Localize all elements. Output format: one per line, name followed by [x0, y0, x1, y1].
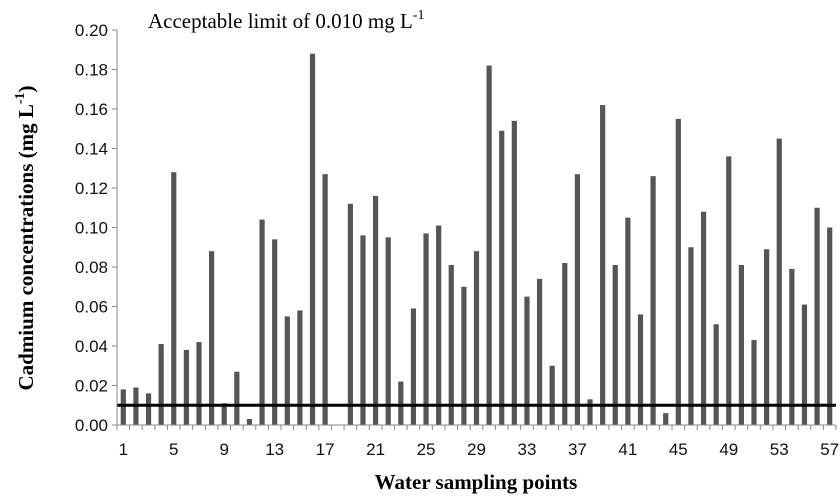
y-tick-label: 0.08 [75, 258, 108, 277]
bar-point-30 [486, 65, 492, 426]
x-tick-label: 49 [719, 440, 738, 459]
bar-point-26 [436, 225, 442, 425]
y-axis-ticks: 0.00 0.02 0.04 0.06 0.08 0.10 0.12 0.14 0.16 0.18… [75, 21, 117, 435]
y-axis-title: Cadmium concentrations (mg L-1) [13, 85, 38, 390]
bar-point-31 [499, 130, 505, 426]
x-tick-label: 17 [316, 440, 335, 459]
x-tick-label: 29 [467, 440, 486, 459]
acceptable-limit-annotation: Acceptable limit of 0.010 mg L-1 [148, 8, 424, 33]
bar-point-23 [398, 381, 404, 425]
bar-point-20 [360, 235, 366, 425]
bar-point-5 [171, 172, 177, 425]
bar-point-35 [549, 365, 555, 425]
annotation-superscript: -1 [413, 8, 425, 23]
bar-point-50 [738, 265, 744, 425]
bar-point-9 [221, 403, 227, 425]
x-tick-label: 57 [820, 440, 839, 459]
bar-point-12 [259, 219, 265, 425]
x-tick-label: 5 [169, 440, 178, 459]
bar-point-40 [612, 265, 618, 425]
bar-point-24 [410, 308, 417, 425]
y-tick-label: 0.14 [75, 140, 108, 159]
y-tick-label: 0.12 [75, 179, 108, 198]
bar-series [120, 53, 833, 426]
bar-point-29 [473, 251, 480, 425]
annotation-text: Acceptable limit of 0.010 mg L [148, 9, 413, 33]
bar-point-56 [814, 207, 820, 425]
x-axis-title: Water sampling points [375, 470, 578, 494]
bar-point-27 [448, 265, 454, 425]
y-tick-label: 0.16 [75, 100, 108, 119]
bar-point-49 [726, 156, 732, 425]
bar-point-36 [562, 263, 568, 425]
x-tick-label: 33 [517, 440, 536, 459]
bar-point-10 [234, 371, 240, 425]
y-tick-label: 0.06 [75, 298, 108, 317]
bar-point-7 [196, 342, 202, 425]
bar-point-17 [322, 174, 328, 425]
x-tick-label: 1 [119, 440, 128, 459]
bar-point-37 [574, 174, 581, 425]
y-tick-label: 0.18 [75, 61, 108, 80]
bar-point-55 [801, 304, 808, 425]
bar-point-42 [637, 314, 644, 425]
bar-point-14 [284, 316, 290, 426]
bar-point-11 [246, 419, 253, 425]
bar-point-32 [511, 120, 517, 425]
bar-point-3 [145, 393, 152, 425]
bar-point-53 [776, 138, 782, 425]
y-tick-label: 0.10 [75, 219, 108, 238]
bar-point-21 [372, 195, 379, 425]
x-tick-label: 41 [618, 440, 637, 459]
bar-point-54 [789, 268, 795, 425]
x-tick-label: 9 [219, 440, 228, 459]
bar-point-19 [347, 203, 353, 425]
bar-point-25 [423, 233, 429, 425]
y-tick-label: 0.04 [75, 337, 108, 356]
bar-point-6 [183, 349, 189, 425]
bar-point-47 [700, 211, 707, 425]
y-tick-label: 0.20 [75, 21, 108, 40]
y-tick-label: 0.02 [75, 377, 108, 396]
bar-point-43 [650, 176, 656, 425]
bar-point-45 [675, 118, 681, 425]
y-tick-label: 0.00 [75, 416, 108, 435]
x-tick-label: 21 [366, 440, 385, 459]
bar-point-38 [587, 399, 593, 425]
x-tick-label: 25 [417, 440, 436, 459]
x-axis-ticks: 1 5 9 13 17 21 25 29 33 37 41 45 49 53 57 [116, 425, 839, 459]
bar-point-15 [297, 310, 303, 425]
bar-point-51 [751, 340, 757, 425]
x-tick-label: 13 [265, 440, 284, 459]
bar-point-34 [536, 278, 543, 425]
bar-point-46 [688, 247, 694, 425]
bar-point-22 [385, 237, 391, 426]
bar-point-8 [209, 251, 215, 425]
bar-point-13 [272, 239, 278, 425]
bar-point-1 [120, 389, 126, 425]
y-axis-title-main: Cadmium concentrations (mg L [14, 104, 38, 390]
bar-point-39 [600, 105, 606, 426]
bar-point-41 [625, 217, 631, 425]
x-tick-label: 53 [770, 440, 789, 459]
y-axis-title-close: ) [14, 85, 38, 92]
bar-point-4 [158, 344, 164, 425]
bar-point-16 [309, 53, 316, 425]
bar-point-28 [461, 286, 467, 425]
bar-point-33 [524, 296, 530, 426]
bar-point-44 [663, 413, 669, 425]
bar-point-57 [827, 227, 833, 425]
bar-point-52 [764, 249, 770, 425]
y-axis-title-superscript: -1 [13, 92, 28, 104]
x-tick-label: 37 [568, 440, 587, 459]
bar-point-48 [713, 324, 719, 425]
x-tick-label: 45 [669, 440, 688, 459]
